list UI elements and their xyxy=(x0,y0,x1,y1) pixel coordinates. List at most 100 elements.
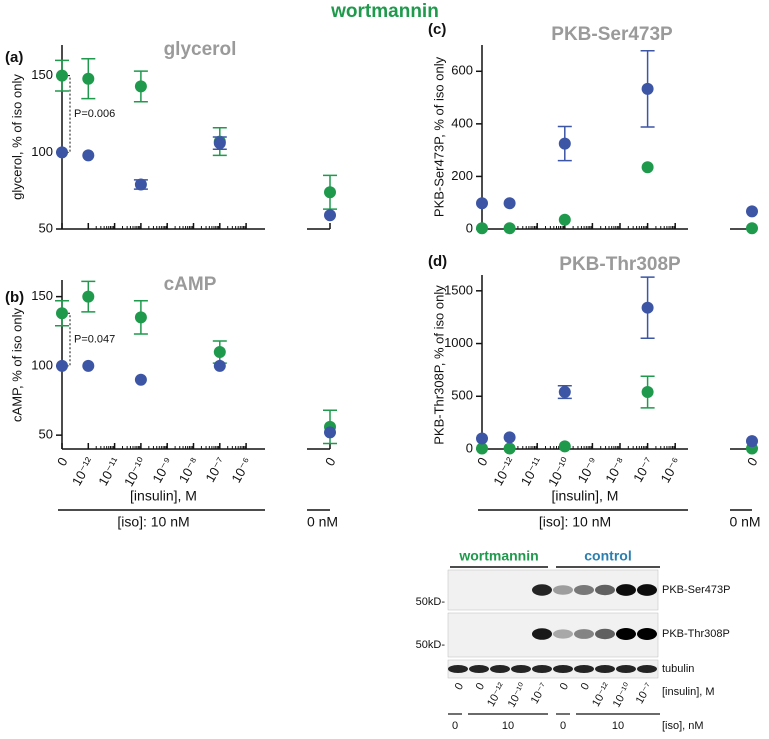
data-point xyxy=(476,222,488,235)
x-tick-label: 10⁻¹⁰ xyxy=(121,455,149,489)
group-label: 0 nM xyxy=(307,514,338,530)
y-tick-label: 0 xyxy=(466,440,473,455)
x-tick-label: 10⁻¹² xyxy=(490,454,518,488)
blot-band xyxy=(574,665,594,673)
panel-label: (d) xyxy=(428,253,447,270)
significance-bracket xyxy=(64,312,71,367)
panel-label: (c) xyxy=(428,21,446,38)
data-point xyxy=(324,426,336,439)
data-point xyxy=(324,209,336,222)
lane-label: 10⁻¹² xyxy=(485,681,508,709)
figure-title: wortmannin xyxy=(330,1,439,22)
data-point xyxy=(558,213,571,226)
data-point xyxy=(476,442,488,455)
x-tick-label: 10⁻¹² xyxy=(69,454,97,488)
x-tick-label: 0 xyxy=(474,455,491,469)
blot-axis-label: [iso], nM xyxy=(662,720,704,732)
size-marker: 50kD- xyxy=(416,596,446,608)
data-point xyxy=(56,307,68,320)
y-tick-label: 100 xyxy=(31,144,53,159)
data-point xyxy=(213,137,226,150)
iso-label: 0 xyxy=(560,720,566,732)
data-point xyxy=(641,301,654,314)
blot-band xyxy=(616,628,636,640)
blot-row-label: PKB-Ser473P xyxy=(662,584,730,596)
x-tick-label: 10⁻⁸ xyxy=(602,455,628,486)
data-point xyxy=(746,435,758,448)
blot-band xyxy=(553,665,573,673)
x-tick-label: 10⁻¹⁰ xyxy=(545,455,573,489)
chart-title: cAMP xyxy=(164,274,217,295)
annotation: P=0.006 xyxy=(74,108,115,120)
y-tick-label: 1500 xyxy=(444,282,473,297)
y-tick-label: 150 xyxy=(31,288,53,303)
data-point xyxy=(503,431,516,444)
x-tick-label: 10⁻⁹ xyxy=(575,455,601,486)
group-label: [iso]: 10 nM xyxy=(539,514,611,530)
lane-label: 0 xyxy=(558,681,571,692)
blot-band xyxy=(637,584,657,596)
blot-band xyxy=(616,665,636,673)
blot-row-label: PKB-Thr308P xyxy=(662,628,730,640)
x-tick-label: 10⁻⁷ xyxy=(202,454,228,484)
data-point xyxy=(503,197,516,210)
blot-band xyxy=(469,665,489,673)
data-point xyxy=(82,290,95,303)
x-axis-label: [insulin], M xyxy=(552,488,619,504)
panel-label: (a) xyxy=(5,49,23,66)
blot-band xyxy=(637,628,657,640)
data-point xyxy=(641,82,654,95)
group-label: [iso]: 10 nM xyxy=(117,514,189,530)
data-point xyxy=(641,386,654,399)
annotation: P=0.047 xyxy=(74,333,115,345)
blot-band xyxy=(532,584,552,596)
data-point xyxy=(476,432,488,445)
y-tick-label: 50 xyxy=(39,220,53,235)
x-tick-label: 0 xyxy=(744,455,761,469)
x-tick-label: 10⁻⁶ xyxy=(657,455,683,486)
lane-label: 10⁻⁷ xyxy=(634,681,655,706)
blot-band xyxy=(637,665,657,673)
significance-bracket xyxy=(64,75,71,153)
group-label: 0 nM xyxy=(729,514,760,530)
lane-label: 10⁻¹⁰ xyxy=(611,680,635,709)
blot-band xyxy=(553,629,573,639)
y-axis-label: PKB-Thr308P, % of iso only xyxy=(431,285,446,445)
blot-band xyxy=(448,665,468,673)
size-marker: 50kD- xyxy=(416,639,446,651)
blot-group-label: wortmannin xyxy=(458,548,538,564)
y-axis-label: cAMP, % of iso only xyxy=(9,308,24,422)
data-point xyxy=(558,440,571,453)
data-point xyxy=(134,80,147,93)
data-point xyxy=(503,222,516,235)
x-tick-label: 10⁻⁹ xyxy=(149,455,175,486)
data-point xyxy=(82,149,95,162)
y-axis-label: PKB-Ser473P, % of iso only xyxy=(431,56,446,217)
x-tick-label: 10⁻⁷ xyxy=(630,454,656,484)
lane-label: 10⁻¹² xyxy=(590,681,613,709)
blot-band xyxy=(511,665,531,673)
blot-band xyxy=(595,665,615,673)
data-point xyxy=(641,161,654,174)
y-tick-label: 0 xyxy=(466,220,473,235)
x-axis-label: [insulin], M xyxy=(130,488,197,504)
y-tick-label: 1000 xyxy=(444,335,473,350)
y-axis-label: glycerol, % of iso only xyxy=(9,74,24,200)
data-point xyxy=(134,311,147,324)
x-tick-label: 10⁻¹¹ xyxy=(95,454,123,488)
data-point xyxy=(56,69,68,82)
data-point xyxy=(476,197,488,210)
blot-band xyxy=(595,628,615,640)
chart-title: PKB-Thr308P xyxy=(559,254,681,275)
y-tick-label: 50 xyxy=(39,427,53,442)
lane-label: 0 xyxy=(453,681,466,692)
data-point xyxy=(134,373,147,386)
blot-group-label: control xyxy=(584,548,631,564)
data-point xyxy=(558,137,571,150)
x-tick-label: 10⁻⁶ xyxy=(228,455,254,486)
data-point xyxy=(558,386,571,399)
iso-label: 10 xyxy=(612,720,624,732)
data-point xyxy=(56,359,68,372)
lane-label: 0 xyxy=(474,681,487,692)
